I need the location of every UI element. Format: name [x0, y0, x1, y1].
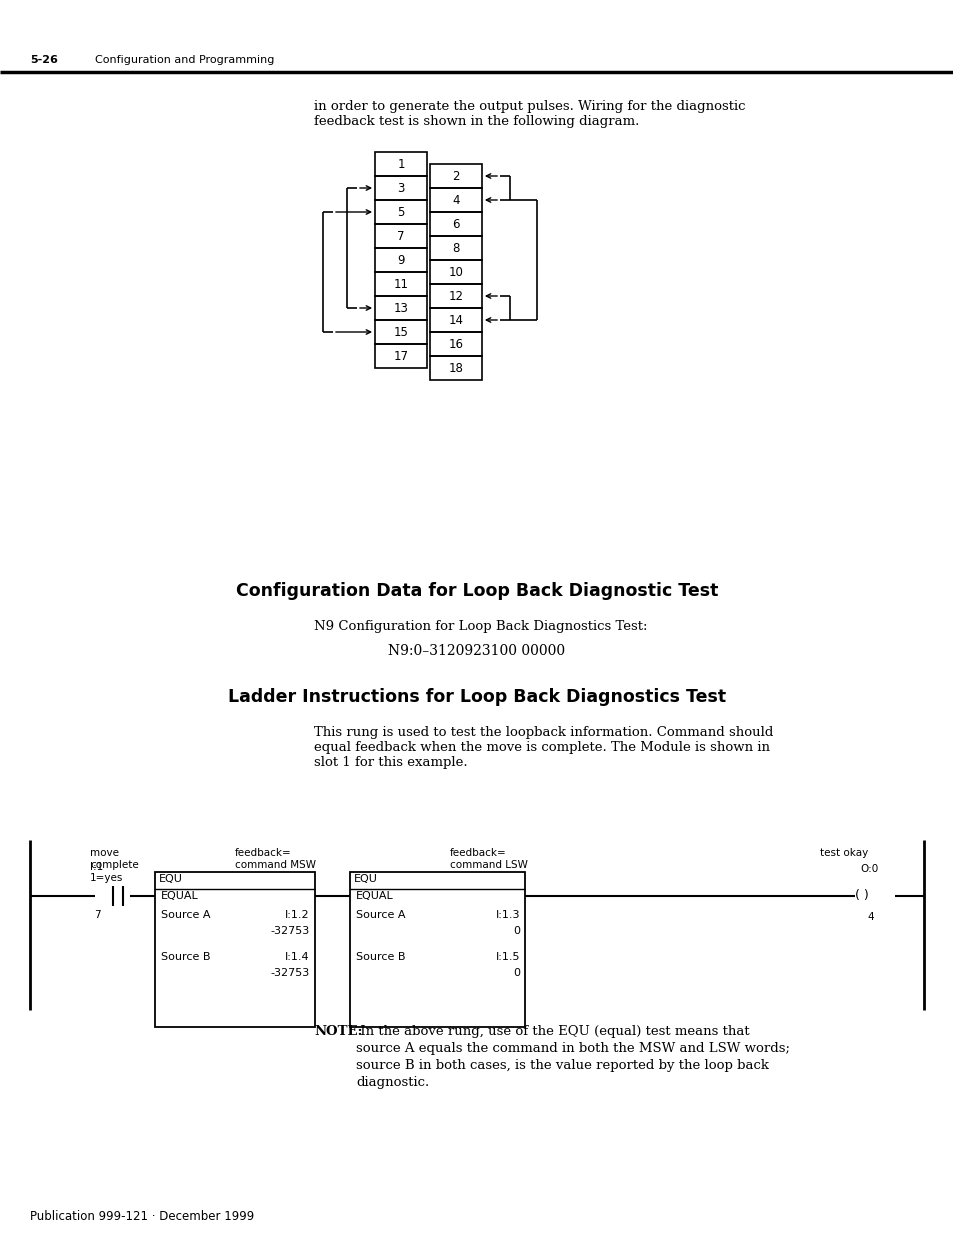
- Bar: [430, 284, 481, 308]
- Text: 6: 6: [452, 217, 459, 231]
- Text: EQUAL: EQUAL: [355, 890, 394, 902]
- Text: 8: 8: [452, 242, 459, 254]
- Text: feedback=
command LSW: feedback= command LSW: [450, 848, 527, 871]
- Bar: [375, 177, 427, 200]
- Text: Configuration Data for Loop Back Diagnostic Test: Configuration Data for Loop Back Diagnos…: [235, 582, 718, 600]
- Bar: [430, 332, 481, 356]
- Text: I:1.4: I:1.4: [285, 952, 310, 962]
- Text: -32753: -32753: [271, 968, 310, 978]
- Text: EQUAL: EQUAL: [161, 890, 198, 902]
- Text: 10: 10: [448, 266, 463, 279]
- Text: 13: 13: [394, 301, 408, 315]
- Text: EQU: EQU: [354, 874, 377, 884]
- Text: 3: 3: [396, 182, 404, 194]
- Text: In the above rung, use of the EQU (equal) test means that
source A equals the co: In the above rung, use of the EQU (equal…: [355, 1025, 789, 1089]
- Text: test okay: test okay: [820, 848, 867, 858]
- Text: 0: 0: [513, 926, 519, 936]
- Text: Publication 999-121 · December 1999: Publication 999-121 · December 1999: [30, 1210, 254, 1223]
- Bar: [375, 248, 427, 272]
- Text: 15: 15: [394, 326, 408, 338]
- Text: I:1.2: I:1.2: [285, 910, 310, 920]
- Text: move
complete
1=yes: move complete 1=yes: [90, 848, 138, 883]
- Bar: [375, 345, 427, 368]
- Bar: [430, 308, 481, 332]
- Text: I:1.5: I:1.5: [495, 952, 519, 962]
- Text: Source B: Source B: [161, 952, 211, 962]
- Text: 7: 7: [396, 230, 404, 242]
- Bar: [375, 224, 427, 248]
- Text: 14: 14: [448, 314, 463, 326]
- Text: 18: 18: [448, 362, 463, 374]
- Bar: [430, 188, 481, 212]
- Text: O:0: O:0: [859, 864, 878, 874]
- Text: 1: 1: [396, 158, 404, 170]
- Text: EQU: EQU: [159, 874, 183, 884]
- Text: Source A: Source A: [355, 910, 405, 920]
- Text: -32753: -32753: [271, 926, 310, 936]
- Text: N9 Configuration for Loop Back Diagnostics Test:: N9 Configuration for Loop Back Diagnosti…: [314, 620, 647, 634]
- Bar: [375, 296, 427, 320]
- Text: 4: 4: [452, 194, 459, 206]
- Text: I:1.3: I:1.3: [495, 910, 519, 920]
- Text: 0: 0: [513, 968, 519, 978]
- Text: N9:0–3120923100 00000: N9:0–3120923100 00000: [388, 643, 565, 658]
- Text: Source A: Source A: [161, 910, 211, 920]
- Text: 4: 4: [866, 911, 873, 923]
- Text: 2: 2: [452, 169, 459, 183]
- Text: 5: 5: [396, 205, 404, 219]
- Text: 12: 12: [448, 289, 463, 303]
- Text: 16: 16: [448, 337, 463, 351]
- Bar: [430, 212, 481, 236]
- Text: 9: 9: [396, 253, 404, 267]
- Bar: [375, 152, 427, 177]
- Text: Configuration and Programming: Configuration and Programming: [95, 56, 274, 65]
- Text: ( ): ( ): [854, 889, 868, 903]
- Bar: [375, 320, 427, 345]
- Bar: [154, 872, 314, 1028]
- Bar: [430, 356, 481, 380]
- Bar: [430, 164, 481, 188]
- Text: feedback=
command MSW: feedback= command MSW: [234, 848, 315, 871]
- Text: I:1: I:1: [90, 862, 103, 872]
- Text: NOTE:: NOTE:: [314, 1025, 362, 1037]
- Text: Source B: Source B: [355, 952, 405, 962]
- Bar: [375, 200, 427, 224]
- Text: 11: 11: [393, 278, 408, 290]
- Text: This rung is used to test the loopback information. Command should
equal feedbac: This rung is used to test the loopback i…: [314, 726, 773, 769]
- Text: in order to generate the output pulses. Wiring for the diagnostic
feedback test : in order to generate the output pulses. …: [314, 100, 744, 128]
- Text: 7: 7: [94, 910, 100, 920]
- Text: Ladder Instructions for Loop Back Diagnostics Test: Ladder Instructions for Loop Back Diagno…: [228, 688, 725, 706]
- Bar: [375, 272, 427, 296]
- Text: 5-26: 5-26: [30, 56, 58, 65]
- Text: 17: 17: [393, 350, 408, 363]
- Bar: [350, 872, 524, 1028]
- Bar: [430, 261, 481, 284]
- Bar: [430, 236, 481, 261]
